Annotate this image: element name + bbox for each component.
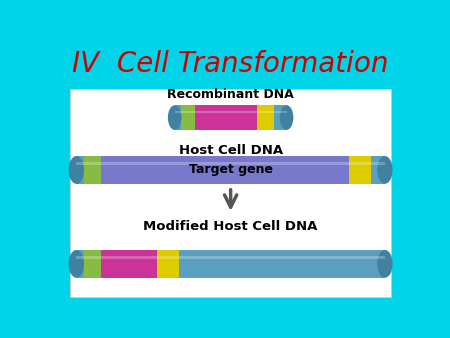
- FancyBboxPatch shape: [70, 89, 391, 297]
- Bar: [76, 256, 385, 259]
- Bar: [175, 111, 287, 113]
- Ellipse shape: [69, 250, 84, 278]
- Bar: [76, 162, 385, 165]
- Ellipse shape: [69, 156, 84, 184]
- Bar: [101, 250, 157, 278]
- Bar: [157, 250, 179, 278]
- Bar: [195, 105, 257, 130]
- Text: Target gene: Target gene: [189, 163, 273, 176]
- Bar: [101, 156, 349, 184]
- Bar: [76, 250, 385, 278]
- Bar: [84, 250, 101, 278]
- Text: Recombinant DNA: Recombinant DNA: [167, 88, 294, 101]
- Text: Modified Host Cell DNA: Modified Host Cell DNA: [144, 220, 318, 233]
- Ellipse shape: [168, 105, 181, 130]
- Text: Host Cell DNA: Host Cell DNA: [179, 144, 283, 157]
- Ellipse shape: [377, 250, 392, 278]
- Ellipse shape: [377, 156, 392, 184]
- Bar: [257, 105, 274, 130]
- Text: IV  Cell Transformation: IV Cell Transformation: [72, 50, 389, 78]
- Bar: [175, 105, 287, 130]
- Ellipse shape: [280, 105, 293, 130]
- Bar: [76, 156, 385, 184]
- Bar: [181, 105, 195, 130]
- Bar: [84, 156, 101, 184]
- Bar: [349, 156, 371, 184]
